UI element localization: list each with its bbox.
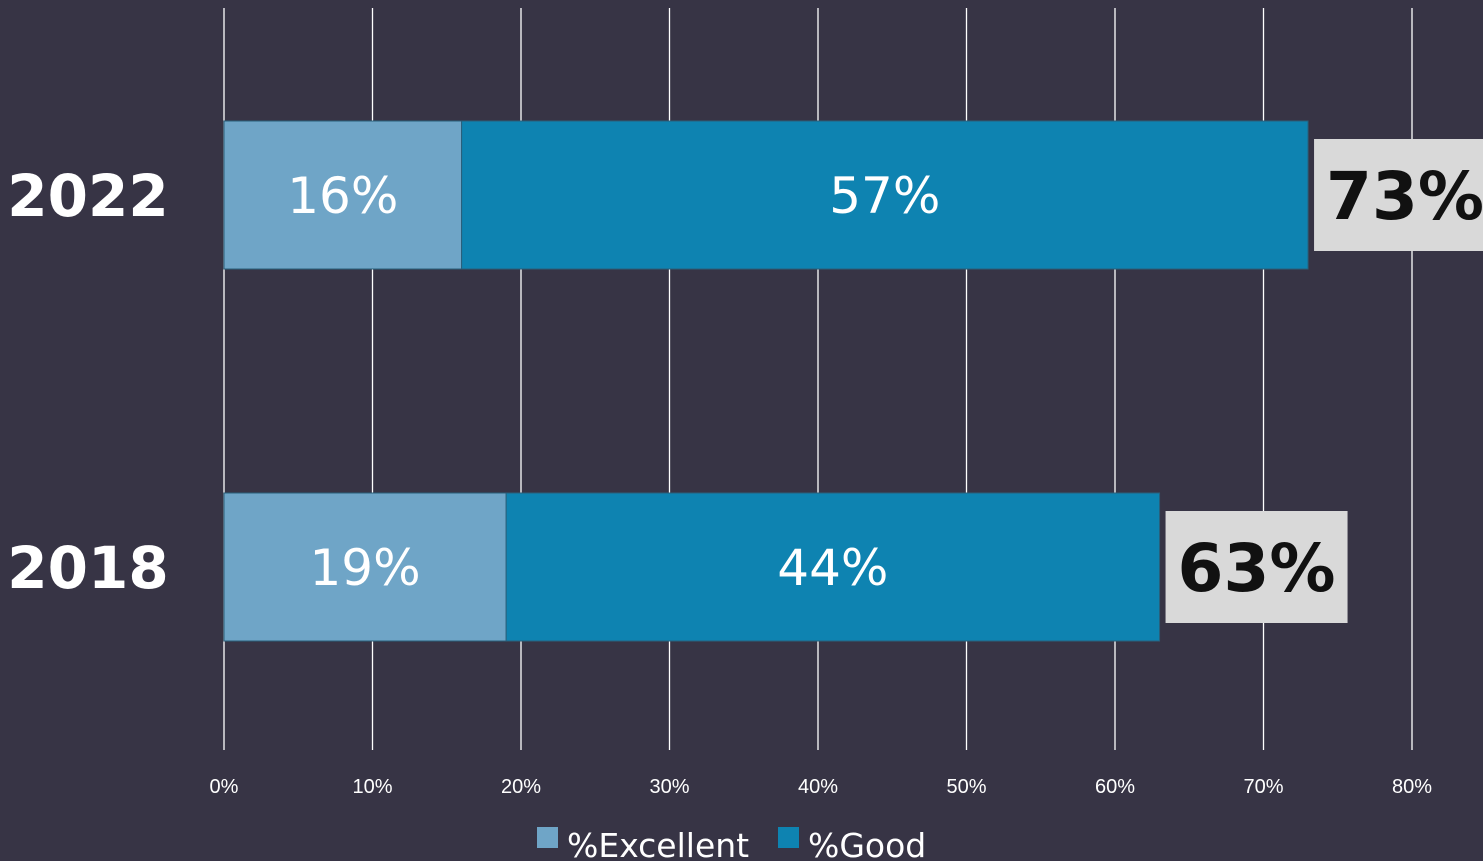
legend-swatch-excellent xyxy=(537,827,558,848)
x-tick-label-0: 0% xyxy=(210,776,239,798)
bars xyxy=(223,120,1309,642)
category-label-2022: 2022 xyxy=(7,162,168,230)
total-box-2022 xyxy=(1314,139,1483,251)
x-tick-label-10: 10% xyxy=(352,776,392,798)
x-tick-label-50: 50% xyxy=(946,776,986,798)
x-axis: 0% 10% 20% 30% 40% 50% 60% 70% 80% xyxy=(210,776,1433,798)
bar-good-2022 xyxy=(461,120,1309,270)
category-label-2018: 2018 xyxy=(7,534,168,602)
x-tick-label-60: 60% xyxy=(1095,776,1135,798)
legend: %Excellent %Good xyxy=(537,826,926,861)
x-tick-label-40: 40% xyxy=(798,776,838,798)
x-tick-label-20: 20% xyxy=(501,776,541,798)
data-label-excellent-2018: 19% xyxy=(310,539,421,597)
total-box-2018 xyxy=(1165,511,1348,623)
legend-label-good: %Good xyxy=(808,826,926,861)
legend-label-excellent: %Excellent xyxy=(567,826,749,861)
data-label-good-2018: 44% xyxy=(777,539,888,597)
total-label-2018: 63% xyxy=(1178,530,1336,607)
x-tick-label-70: 70% xyxy=(1243,776,1283,798)
x-tick-label-80: 80% xyxy=(1392,776,1432,798)
labels: 2022 16% 57% 73% 2018 19% 44% 63% xyxy=(7,139,1483,623)
bar-good-2018 xyxy=(505,492,1161,642)
data-label-excellent-2022: 16% xyxy=(287,167,398,225)
bar-excellent-2018 xyxy=(223,492,507,642)
legend-swatch-good xyxy=(778,827,799,848)
total-label-2022: 73% xyxy=(1326,158,1483,235)
x-tick-label-30: 30% xyxy=(649,776,689,798)
data-label-good-2022: 57% xyxy=(829,167,940,225)
